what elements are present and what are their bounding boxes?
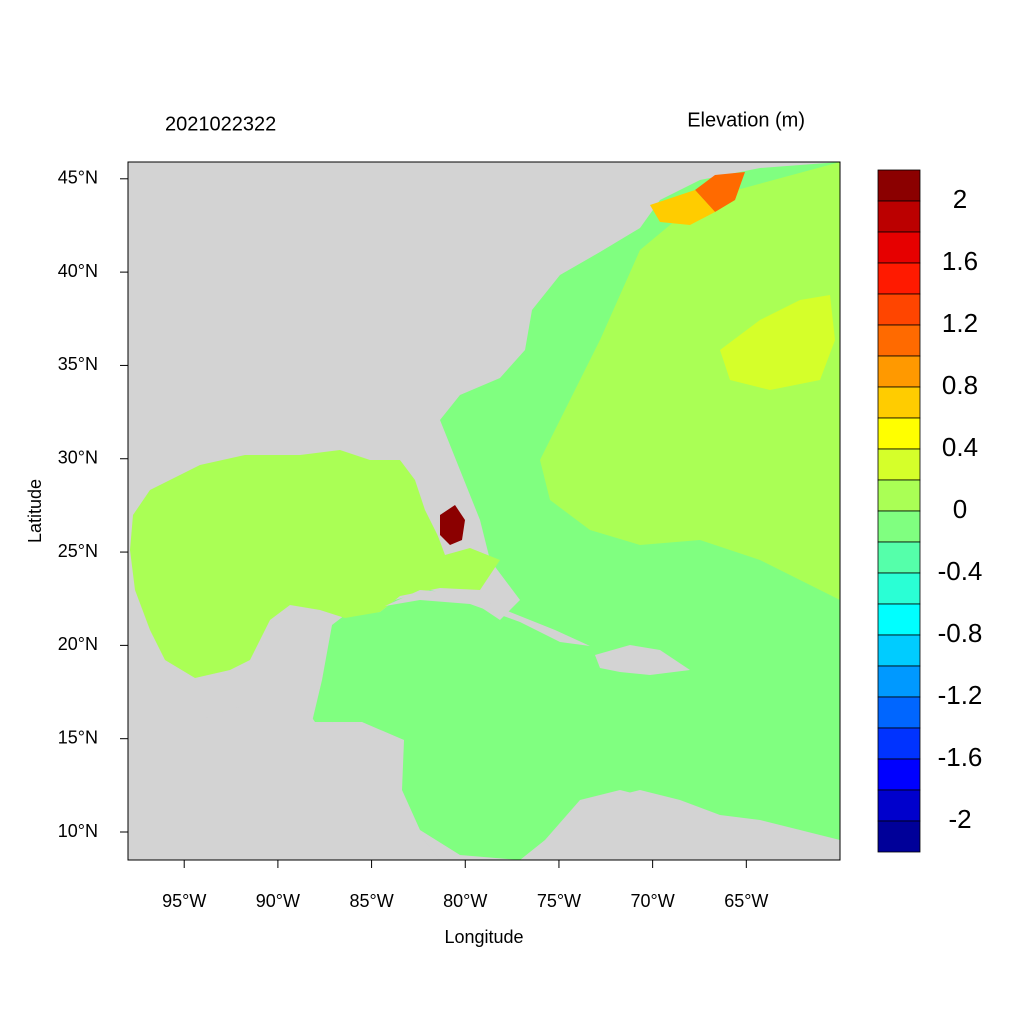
y-tick-label: 30°N: [58, 447, 98, 467]
colorbar-box: [877, 572, 921, 605]
colorbar-tick-label: 0: [953, 494, 967, 524]
colorbar-tick-label: 1.2: [942, 308, 978, 338]
colorbar-tick-label: 1.6: [942, 246, 978, 276]
plot-frame: [127, 161, 841, 861]
map: [128, 162, 840, 860]
x-tick-label: 85°W: [349, 891, 393, 911]
ocean-gulf: [130, 450, 500, 678]
ocean-east: [540, 162, 840, 600]
colorbar-tick-label: -2: [948, 804, 971, 834]
land-central-america: [128, 700, 440, 860]
y-tick-label: 20°N: [58, 634, 98, 654]
colorbar-box: [877, 355, 921, 388]
colorbar-tick-label: 0.8: [942, 370, 978, 400]
y-tick-label: 25°N: [58, 541, 98, 561]
colorbar-box: [877, 696, 921, 729]
land-south-america: [545, 790, 840, 860]
x-tick-label: 80°W: [443, 891, 487, 911]
anomaly-florida: [440, 505, 465, 545]
colorbar-box: [877, 634, 921, 667]
x-tick-label: 90°W: [256, 891, 300, 911]
y-tick-label: 15°N: [58, 727, 98, 747]
colorbar-box: [877, 758, 921, 791]
land-hispaniola: [595, 645, 690, 675]
colorbar-tick-label: -0.8: [938, 618, 983, 648]
colorbar-box: [877, 200, 921, 233]
land-cuba: [385, 590, 590, 646]
anomaly-maine: [695, 172, 745, 212]
colorbar-box: [877, 169, 921, 202]
colorbar-box: [877, 541, 921, 574]
colorbar-tick-label: -0.4: [938, 556, 983, 586]
colorbar-box: [877, 293, 921, 326]
y-tick-label: 10°N: [58, 821, 98, 841]
colorbar-box: [877, 727, 921, 760]
colorbar-box: [877, 820, 921, 853]
colorbar-box: [877, 262, 921, 295]
x-tick-label: 75°W: [537, 891, 581, 911]
colorbar-box: [877, 417, 921, 450]
x-tick-label: 95°W: [162, 891, 206, 911]
y-tick-label: 40°N: [58, 261, 98, 281]
anomaly-atlantic: [720, 295, 835, 390]
y-axis-label: Latitude: [25, 479, 45, 543]
x-tick-label: 70°W: [631, 891, 675, 911]
y-tick-label: 45°N: [58, 168, 98, 188]
x-axis-label: Longitude: [444, 927, 523, 947]
anomaly-maine-outer: [650, 190, 715, 225]
y-tick-label: 35°N: [58, 354, 98, 374]
colorbar-tick-label: -1.2: [938, 680, 983, 710]
colorbar-tick-label: 2: [953, 184, 967, 214]
x-tick-label: 65°W: [724, 891, 768, 911]
colorbar-box: [877, 479, 921, 512]
land-florida: [400, 455, 450, 540]
colorbar-box: [877, 789, 921, 822]
chart-subtitle: Elevation (m): [687, 109, 805, 131]
colorbar-box: [877, 324, 921, 357]
colorbar-box: [877, 510, 921, 543]
colorbar-tick-label: -1.6: [938, 742, 983, 772]
colorbar-box: [877, 603, 921, 636]
colorbar-box: [877, 448, 921, 481]
colorbar-box: [877, 386, 921, 419]
colorbar-tick-label: 0.4: [942, 432, 978, 462]
colorbar-box: [877, 231, 921, 264]
colorbar-box: [877, 665, 921, 698]
chart-title: 2021022322: [165, 113, 276, 135]
